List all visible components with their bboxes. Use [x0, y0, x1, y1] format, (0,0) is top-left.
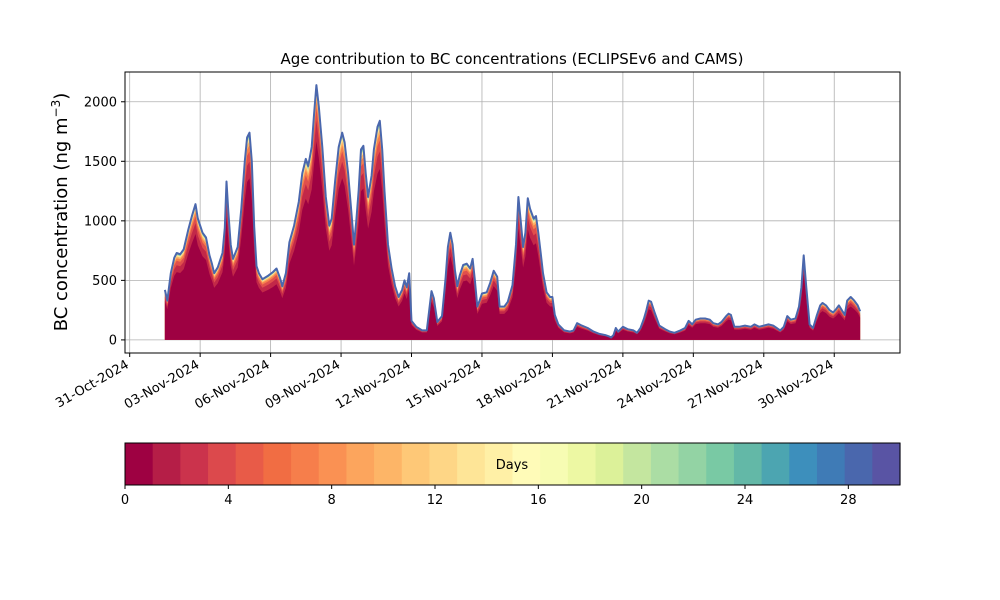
colorbar-ticks: 0 4 8 12 16 20 24 28 — [121, 485, 857, 508]
colorbar-segment-6 — [291, 443, 320, 485]
plot-frame — [124, 71, 901, 354]
colorbar-segment-5 — [263, 443, 292, 485]
colorbar-segment-7 — [318, 443, 348, 485]
colorbar-tick-label-5: 20 — [633, 493, 650, 508]
colorbar-segment-17 — [595, 443, 624, 485]
x-tick-label-6: 18-Nov-2024 — [474, 357, 554, 412]
y-axis: 0 500 1000 1500 2000 — [84, 95, 125, 348]
colorbar-tick-label-4: 16 — [530, 493, 547, 508]
total-concentration-line — [163, 84, 862, 339]
x-tick-label-8: 24-Nov-2024 — [615, 357, 695, 412]
colorbar-tick-label-3: 12 — [427, 493, 444, 508]
total-line-layer — [163, 84, 862, 339]
colorbar-label: Days — [496, 458, 529, 473]
colorbar-segment-9 — [374, 443, 403, 485]
colorbar-segment-8 — [346, 443, 375, 485]
colorbar-segment-12 — [457, 443, 486, 485]
age-band-area-8 — [164, 141, 861, 340]
x-tick-label-0: 31-Oct-2024 — [53, 357, 131, 411]
chart-title: Age contribution to BC concentrations (E… — [281, 50, 744, 68]
colorbar-tick-label-1: 4 — [224, 493, 232, 508]
x-tick-label-5: 15-Nov-2024 — [404, 357, 484, 412]
colorbar-segment-3 — [208, 443, 237, 485]
colorbar-segment-19 — [650, 443, 680, 485]
colorbar-segment-26 — [844, 443, 873, 485]
colorbar-segment-10 — [401, 443, 431, 485]
colorbar-segment-1 — [152, 443, 181, 485]
colorbar-frame — [124, 442, 901, 486]
colorbar-segment-22 — [733, 443, 763, 485]
colorbar-tick-label-7: 28 — [840, 493, 857, 508]
x-axis: 31-Oct-202403-Nov-202406-Nov-202409-Nov-… — [53, 353, 836, 413]
colorbar-segment-4 — [235, 443, 264, 485]
colorbar-segment-27 — [872, 443, 901, 485]
colorbar — [125, 443, 901, 485]
colorbar-segment-25 — [816, 443, 846, 485]
colorbar-tick-label-2: 8 — [328, 493, 336, 508]
x-tick-label-7: 21-Nov-2024 — [545, 357, 625, 412]
colorbar-segment-13 — [484, 443, 514, 485]
area-layer — [164, 85, 861, 340]
colorbar-tick-label-0: 0 — [121, 493, 129, 508]
colorbar-segment-20 — [678, 443, 707, 485]
x-tick-label-3: 09-Nov-2024 — [263, 357, 343, 412]
x-tick-label-2: 06-Nov-2024 — [192, 357, 272, 412]
colorbar-segment-14 — [512, 443, 541, 485]
colorbar-segment-21 — [706, 443, 735, 485]
colorbar-segment-11 — [429, 443, 458, 485]
colorbar-segment-2 — [180, 443, 209, 485]
colorbar-segment-0 — [125, 443, 154, 485]
y-tick-label-3: 1500 — [84, 155, 117, 170]
colorbar-segment-23 — [761, 443, 790, 485]
x-tick-label-9: 27-Nov-2024 — [686, 357, 766, 412]
y-tick-label-0: 0 — [109, 333, 117, 348]
y-tick-label-1: 500 — [92, 274, 117, 289]
colorbar-segment-18 — [623, 443, 652, 485]
colorbar-segment-15 — [540, 443, 569, 485]
x-tick-label-4: 12-Nov-2024 — [333, 357, 413, 412]
colorbar-tick-label-6: 24 — [737, 493, 754, 508]
y-tick-label-2: 1000 — [84, 214, 117, 229]
x-tick-label-1: 03-Nov-2024 — [122, 357, 202, 412]
x-tick-label-10: 30-Nov-2024 — [756, 357, 836, 412]
y-axis-label: BC concentration (ng m−3) — [49, 93, 72, 332]
colorbar-segment-24 — [789, 443, 818, 485]
y-tick-label-4: 2000 — [84, 95, 117, 110]
colorbar-segment-16 — [567, 443, 597, 485]
